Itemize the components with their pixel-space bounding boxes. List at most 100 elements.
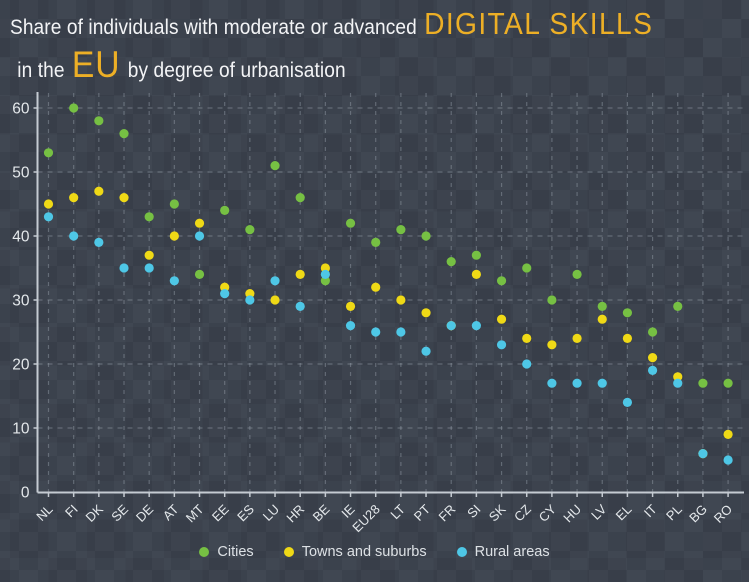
data-point-cities-EE (220, 205, 230, 215)
data-point-rural-areas-MT (194, 231, 205, 241)
data-point-cities-BG (698, 378, 708, 388)
data-point-towns-and-suburbs-HR (295, 269, 305, 279)
data-point-cities-LU (270, 161, 280, 171)
data-point-rural-areas-EU28 (371, 327, 381, 337)
x-axis-label-CY: CY (536, 501, 560, 525)
x-axis-label-RO: RO (711, 502, 735, 526)
data-point-towns-and-suburbs-PL (673, 372, 683, 382)
x-axis-label-HR: HR (283, 502, 307, 526)
title-line-2: in the EU by degree of urbanisation (10, 44, 653, 86)
chart-legend: Cities Towns and suburbs Rural areas (0, 544, 749, 560)
data-point-cities-FI (69, 103, 79, 113)
data-point-towns-and-suburbs-HU (572, 333, 582, 343)
data-point-rural-areas-AT (169, 276, 179, 286)
data-point-rural-areas-LV (597, 378, 607, 388)
data-point-towns-and-suburbs-AT (169, 231, 179, 241)
data-point-rural-areas-LT (396, 327, 406, 337)
data-point-cities-HU (572, 269, 582, 279)
x-axis-label-CZ: CZ (511, 501, 534, 524)
x-axis-label-ES: ES (234, 501, 257, 524)
data-point-rural-areas-PT (421, 346, 431, 356)
data-point-towns-and-suburbs-EL (622, 333, 633, 343)
data-point-cities-AT (169, 199, 179, 209)
data-point-towns-and-suburbs-IT (647, 353, 658, 363)
data-point-cities-PT (421, 231, 431, 241)
y-tick-label-20: 20 (12, 357, 30, 374)
data-point-towns-and-suburbs-EU28 (371, 282, 381, 292)
x-axis-label-EL: EL (613, 502, 635, 524)
data-point-cities-EL (622, 308, 633, 318)
x-axis-label-SE: SE (108, 501, 131, 524)
data-point-cities-MT (194, 269, 205, 279)
data-point-rural-areas-EL (622, 397, 633, 407)
data-point-rural-areas-ES (245, 295, 255, 305)
data-point-towns-and-suburbs-IE (345, 301, 356, 311)
chart-title: Share of individuals with moderate or ad… (10, 6, 653, 86)
title-highlight-digital-skills: DIGITAL SKILLS (424, 6, 654, 41)
data-point-cities-EU28 (371, 237, 381, 247)
x-axis-label-EE: EE (209, 501, 232, 524)
y-tick-label-10: 10 (12, 421, 30, 438)
data-point-rural-areas-IE (345, 321, 356, 331)
data-point-cities-SE (119, 129, 129, 139)
towns-dot-icon (283, 547, 294, 557)
data-point-cities-DK (94, 116, 104, 126)
x-axis-label-LV: LV (588, 501, 609, 522)
data-point-towns-and-suburbs-FI (69, 193, 79, 203)
data-point-cities-SI (471, 250, 481, 260)
data-point-towns-and-suburbs-EE (220, 282, 230, 292)
data-point-rural-areas-BE (320, 269, 330, 279)
x-axis-label-AT: AT (160, 501, 182, 523)
data-point-cities-IE (345, 218, 356, 228)
data-point-towns-and-suburbs-ES (245, 289, 255, 299)
data-point-cities-BE (320, 276, 330, 286)
data-point-rural-areas-NL (43, 212, 54, 222)
data-point-rural-areas-CY (547, 378, 557, 388)
y-tick-label-60: 60 (12, 101, 30, 118)
data-point-towns-and-suburbs-LV (597, 314, 607, 324)
data-point-rural-areas-HU (572, 378, 582, 388)
data-point-cities-IT (647, 327, 658, 337)
x-axis-label-PT: PT (411, 501, 433, 523)
x-axis-label-EU28: EU28 (349, 502, 383, 536)
data-point-towns-and-suburbs-DK (94, 186, 104, 196)
y-tick-label-50: 50 (12, 165, 30, 182)
data-point-rural-areas-EE (220, 289, 230, 299)
x-axis-label-BE: BE (310, 501, 333, 524)
title-text-suffix: by degree of urbanisation (127, 59, 346, 82)
x-axis-label-MT: MT (183, 501, 207, 525)
data-point-rural-areas-RO (723, 455, 733, 465)
data-point-towns-and-suburbs-SI (471, 269, 481, 279)
x-axis-label-HU: HU (560, 502, 584, 526)
data-point-rural-areas-DE (144, 263, 154, 273)
data-point-cities-PL (673, 301, 683, 311)
data-point-towns-and-suburbs-MT (194, 218, 205, 228)
x-axis-label-FR: FR (435, 502, 458, 525)
data-point-cities-CZ (522, 263, 532, 273)
legend-item-cities: Cities (199, 544, 254, 560)
data-point-towns-and-suburbs-SE (119, 193, 129, 203)
title-text-prefix: in the (17, 59, 65, 82)
x-axis-label-LU: LU (260, 502, 282, 524)
x-axis-label-NL: NL (33, 502, 55, 524)
legend-label-rural-icon (456, 547, 467, 557)
data-point-cities-NL (43, 148, 54, 158)
x-axis-label-BG: BG (686, 502, 710, 526)
legend-label-rural: Rural areas (474, 544, 550, 560)
data-point-towns-and-suburbs-NL (43, 199, 54, 209)
cities-dot-icon (199, 547, 210, 557)
x-axis-label-SK: SK (486, 501, 509, 524)
x-axis-label-DE: DE (133, 501, 157, 525)
data-point-towns-and-suburbs-LU (270, 295, 280, 305)
data-point-rural-areas-SI (471, 321, 481, 331)
data-point-rural-areas-PL (673, 378, 683, 388)
x-axis-label-DK: DK (83, 501, 107, 525)
x-axis-label-PL: PL (663, 502, 685, 524)
data-point-towns-and-suburbs-SK (496, 314, 507, 324)
data-point-towns-and-suburbs-RO (723, 429, 733, 439)
data-point-rural-areas-CZ (522, 359, 532, 369)
data-point-towns-and-suburbs-BE (320, 263, 330, 273)
title-highlight-eu: EU (71, 44, 121, 85)
